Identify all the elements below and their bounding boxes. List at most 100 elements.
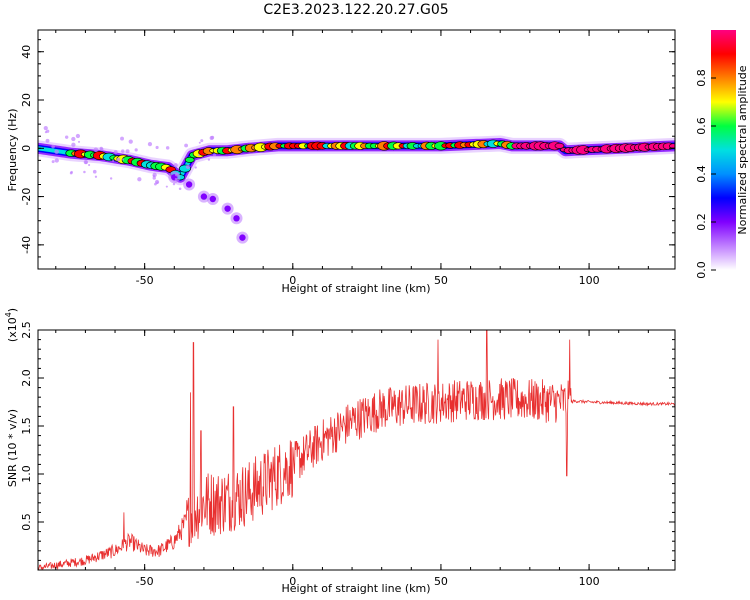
spectrogram-frame <box>37 29 676 270</box>
spectrogram-x-tick-label: 50 <box>434 274 448 287</box>
spectrogram-y-tick-label: -40 <box>20 236 33 254</box>
colorbar-tick-label: 0.4 <box>695 165 708 183</box>
spectrogram-speckle <box>178 187 182 190</box>
colorbar-scale <box>711 30 736 270</box>
spectrogram-speckle <box>209 135 214 140</box>
spectrogram-speckle <box>207 158 211 161</box>
spectrogram-speckle <box>154 182 157 186</box>
spectrogram-speckle <box>174 177 178 181</box>
snr-x-tick-label: 50 <box>434 575 448 588</box>
snr-plot-area <box>38 330 675 570</box>
spectrogram-branch-point <box>185 181 193 188</box>
spectrogram-speckle <box>113 150 118 154</box>
spectrogram-blob <box>554 142 565 149</box>
spectrogram-branch-point <box>209 195 217 203</box>
spectrogram-speckle <box>54 158 59 163</box>
spectrogram-speckle <box>70 170 73 174</box>
snr-axes: -50 0 50 100 0.5 1.0 1.5 2.0 2.5 <box>20 321 675 588</box>
spectrogram-speckle <box>51 144 55 149</box>
spectrogram-speckle <box>174 172 179 177</box>
spectrogram-speckle <box>184 143 189 148</box>
spectrogram-speckle <box>75 133 81 139</box>
spectrogram-speckle <box>172 182 176 186</box>
spectrogram-speckle <box>165 146 170 150</box>
spectrogram-speckle <box>112 159 115 162</box>
spectrogram-speckle <box>125 149 130 154</box>
spectrogram-speckle <box>152 176 156 180</box>
spectrogram-plot-area <box>38 125 675 244</box>
spectrogram-speckle <box>83 170 86 174</box>
spectrogram-y-tick-label: 40 <box>20 45 33 59</box>
spectrogram-speckle <box>71 136 76 142</box>
colorbar-tick-label: 0.2 <box>695 213 708 231</box>
spectrogram-blob <box>184 156 195 163</box>
spectrogram-speckle <box>88 163 91 167</box>
spectrogram-speckle <box>200 139 204 143</box>
spectrogram-speckle <box>134 148 138 152</box>
snr-series-line <box>38 330 675 570</box>
spectrogram-speckle <box>212 153 217 157</box>
snr-y-tick-label: 2.5 <box>20 321 33 339</box>
colorbar: 0.0 0.2 0.4 0.6 0.8 Normalized spectral ampl… <box>695 30 749 279</box>
spectrogram-speckle <box>92 169 97 174</box>
spectrogram-speckle <box>198 141 201 144</box>
figure-title: C2E3.2023.122.20.27.G05 <box>263 2 448 18</box>
spectrogram-speckle <box>94 175 98 178</box>
spectrogram-y-tick-label: 0 <box>20 145 33 152</box>
snr-y-axis-label: SNR (10 * v/v) <box>6 409 19 487</box>
snr-y-multiplier-base: (x10 <box>6 317 19 342</box>
spectrogram-x-tick-label: 0 <box>289 274 296 287</box>
snr-y-multiplier: (x104) <box>4 308 19 342</box>
colorbar-label: Normalized spectral amplitude <box>736 65 749 234</box>
spectrogram-speckle <box>137 177 142 182</box>
spectrogram-speckle <box>173 163 178 168</box>
snr-panel: -50 0 50 100 0.5 1.0 1.5 2.0 2.5 Height of strai… <box>4 308 676 595</box>
spectrogram-speckle <box>51 160 55 164</box>
spectrogram-speckle <box>43 125 48 131</box>
spectrogram-speckle <box>121 149 125 153</box>
spectrogram-speckle <box>54 149 59 155</box>
snr-y-tick-label: 1.5 <box>20 417 33 435</box>
spectrogram-speckle <box>44 130 48 134</box>
spectrogram-speckle <box>120 136 124 141</box>
spectrogram-speckle <box>71 142 76 147</box>
spectrogram-speckle <box>155 145 159 150</box>
spectrogram-speckle <box>121 158 125 161</box>
snr-y-tick-label: 0.5 <box>20 513 33 531</box>
colorbar-tick-label: 0.6 <box>695 117 708 135</box>
snr-y-multiplier-exponent: 4 <box>4 312 13 317</box>
spectrogram-x-tick-label: 100 <box>579 274 600 287</box>
spectrogram-speckle <box>116 157 121 162</box>
snr-x-tick-label: -50 <box>136 575 154 588</box>
snr-y-tick-label: 2.0 <box>20 369 33 387</box>
spectrogram-axes: -50 0 50 100 -40 -20 0 20 40 <box>20 30 675 287</box>
spectrogram-speckle <box>77 140 81 143</box>
spectrogram-speckle <box>109 177 113 180</box>
spectrogram-speckle <box>194 166 197 169</box>
colorbar-tick-label: 0.0 <box>695 261 708 279</box>
spectrogram-y-tick-label: 20 <box>20 93 33 107</box>
snr-frame <box>37 329 676 571</box>
spectrogram-speckle <box>64 135 69 139</box>
colorbar-tick-label: 0.8 <box>695 69 708 87</box>
spectrogram-x-axis-label: Height of straight line (km) <box>281 282 430 295</box>
snr-x-tick-label: 100 <box>579 575 600 588</box>
spectrogram-speckle <box>147 142 153 147</box>
colorbar-ticks: 0.0 0.2 0.4 0.6 0.8 <box>695 69 716 279</box>
spectrogram-speckle <box>93 147 99 153</box>
snr-x-tick-label: 0 <box>289 575 296 588</box>
spectrogram-branch-point <box>239 234 246 241</box>
spectrogram-branch-point <box>224 205 231 212</box>
spectrogram-speckle <box>185 164 191 170</box>
spectrogram-y-tick-label: -20 <box>20 188 33 206</box>
spectrogram-speckle <box>128 139 133 144</box>
spectrogram-speckle <box>45 138 50 143</box>
spectrogram-panel: -50 0 50 100 -40 -20 0 20 40 Height of straight … <box>6 29 676 295</box>
spectrogram-y-axis-label: Frequency (Hz) <box>6 109 19 192</box>
spectrogram-speckle <box>165 185 168 188</box>
spectrogram-speckle <box>84 160 88 165</box>
spectrogram-speckle <box>156 181 159 184</box>
spectrogram-speckle <box>198 154 201 157</box>
spectrogram-speckle <box>100 147 104 152</box>
